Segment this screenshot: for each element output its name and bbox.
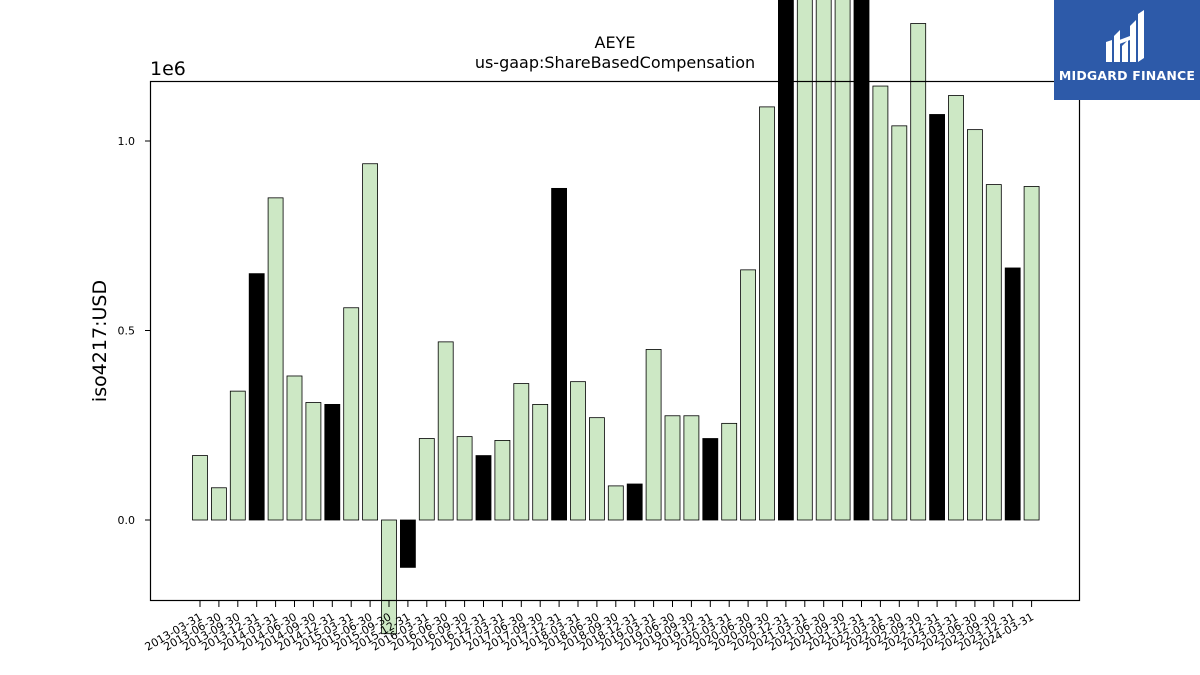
bar-2023-06-30 [967, 129, 983, 521]
y-tick-label: 0.5 [118, 325, 136, 338]
bar-2018-12-31 [626, 483, 643, 521]
y-tick-label: 1.0 [118, 135, 136, 148]
bar-2019-06-30 [664, 415, 681, 521]
bar-2013-06-30 [210, 487, 227, 521]
y-axis-label: iso4217:USD [89, 280, 111, 402]
bar-2017-06-30 [513, 383, 530, 521]
bar-2023-12-31 [1004, 267, 1021, 521]
logo-text: MIDGARD FINANCE [1058, 68, 1196, 83]
bar-2014-09-30 [305, 402, 322, 521]
bar-2013-12-31 [248, 273, 265, 521]
bar-2021-06-30 [815, 0, 832, 521]
midgard-logo-icon [1106, 10, 1144, 62]
bar-2023-09-30 [985, 184, 1002, 521]
bar-2024-03-31 [1023, 186, 1040, 521]
bar-2015-06-30 [362, 163, 379, 521]
x-ticks-group: 2013-03-312013-06-302013-09-302013-12-31… [143, 601, 1036, 654]
bar-2016-06-30 [437, 341, 454, 521]
bar-2014-03-31 [267, 197, 284, 521]
bar-2019-12-31 [702, 438, 719, 521]
bar-2021-12-31 [853, 0, 870, 521]
bar-2014-12-31 [324, 403, 341, 521]
chart-subtitle: us-gaap:ShareBasedCompensation [475, 53, 755, 72]
bar-2018-03-31 [570, 381, 586, 521]
bar-2020-12-31 [778, 0, 794, 521]
bar-2017-12-31 [551, 187, 567, 521]
bar-2021-09-30 [834, 0, 851, 521]
bar-2023-03-31 [948, 95, 964, 521]
bar-2016-03-31 [418, 438, 435, 521]
y-ticks-group: 0.00.51.01.52.0 [118, 135, 150, 527]
bar-2022-09-30 [910, 23, 927, 521]
bar-2022-12-31 [929, 114, 945, 521]
bar-2020-09-30 [759, 106, 775, 521]
bar-2021-03-31 [796, 0, 813, 521]
midgard-finance-logo: MIDGARD FINANCE [1054, 0, 1200, 100]
bar-2013-09-30 [229, 390, 246, 521]
bar-2022-03-31 [872, 85, 889, 521]
bar-2015-09-30 [381, 519, 397, 635]
bar-2022-06-30 [891, 125, 908, 521]
bar-2020-03-31 [721, 422, 738, 521]
bar-2017-09-30 [532, 403, 549, 521]
bar-2014-06-30 [286, 375, 303, 521]
bars-group [192, 0, 1040, 635]
y-tick-label: 0.0 [118, 514, 136, 527]
chart-title: AEYE [595, 33, 636, 52]
bar-2015-12-31 [399, 519, 416, 568]
bar-2018-06-30 [589, 417, 605, 521]
bar-2015-03-31 [343, 307, 360, 521]
bar-2016-09-30 [456, 436, 473, 521]
bar-2019-03-31 [645, 349, 662, 521]
plot-frame [149, 80, 1081, 602]
bar-2018-09-30 [607, 485, 624, 521]
bar-2020-06-30 [740, 269, 756, 521]
bar-2017-03-31 [494, 440, 511, 521]
bar-2016-12-31 [475, 455, 492, 521]
bar-2013-03-31 [192, 455, 208, 521]
y-scale-label: 1e6 [150, 58, 186, 80]
bar-2019-09-30 [683, 415, 700, 521]
